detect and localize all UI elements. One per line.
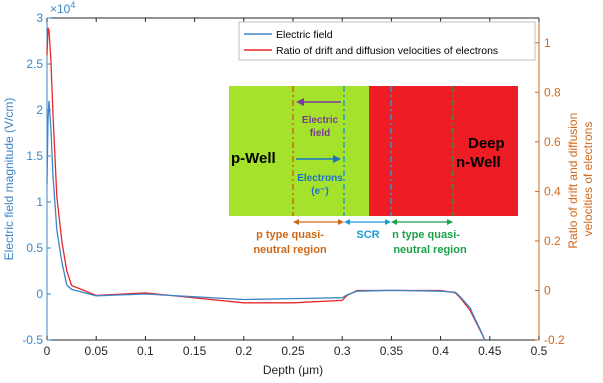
x-tick-label: 0.25: [281, 344, 305, 358]
left-y-tick-label: 1.5: [26, 149, 43, 163]
x-tick-label: 0.4: [432, 344, 449, 358]
pwell-label: p-Well: [231, 150, 276, 167]
x-tick-label: 0.5: [531, 344, 548, 358]
inset-diagram: p-Well Deep n-Well Electric field Electr…: [229, 86, 518, 256]
electron-arrowhead-icon: [333, 155, 341, 163]
electrons-label-line2: (e⁻): [311, 186, 329, 197]
left-y-tick-label: -0.5: [22, 333, 43, 347]
pwell-region: [229, 86, 369, 216]
left-y-tick-label: 0: [36, 287, 43, 301]
right-y-tick-label: -0.2: [544, 333, 565, 347]
exponent-base: ×10: [50, 2, 71, 16]
x-tick-label: 0.15: [183, 344, 207, 358]
p-region-label-line1: p type quasi-: [256, 229, 324, 241]
right-y-axis-label-line2: velocities of electrons: [581, 122, 595, 237]
p-span-right-head: [338, 219, 344, 225]
p-region-label-line2: neutral region: [253, 244, 327, 256]
scr-span-left-head: [344, 219, 350, 225]
right-y-tick-label: 1: [544, 36, 551, 50]
x-tick-label: 0.3: [334, 344, 351, 358]
left-y-tick-label: 0.5: [26, 241, 43, 255]
x-tick-label: 0.1: [137, 344, 154, 358]
series-line-ratio: [46, 27, 486, 341]
left-axis-exponent: ×104: [50, 0, 75, 16]
scr-span-right-head: [385, 219, 391, 225]
series-line-electric-field: [46, 100, 486, 341]
nwell-label-line2: n-Well: [456, 154, 501, 171]
n-span-left-head: [391, 219, 397, 225]
nwell-label-line1: Deep: [468, 135, 505, 152]
field-arrowhead-icon: [296, 98, 304, 106]
right-y-tick-label: 0.8: [544, 85, 561, 99]
left-y-tick-label: 2: [36, 103, 43, 117]
electrons-label-line1: Electrons: [297, 173, 343, 184]
legend-label-electric-field: Electric field: [276, 29, 333, 41]
right-y-tick-label: 0.2: [544, 234, 561, 248]
field-label-line1: Electric: [302, 115, 339, 126]
x-axis-label: Depth (μm): [263, 363, 323, 377]
left-y-axis-label: Electric field magnitude (V/cm): [2, 98, 16, 261]
x-tick-label: 0.2: [235, 344, 252, 358]
legend-label-ratio: Ratio of drift and diffusion velocities …: [276, 45, 498, 57]
right-y-axis-label: Ratio of drift and diffusion velocities …: [566, 109, 595, 248]
n-region-label-line2: neutral region: [393, 244, 467, 256]
n-region-label-line1: n type quasi-: [392, 229, 460, 241]
exponent-power: 4: [70, 0, 75, 10]
legend-box: [238, 21, 536, 61]
right-y-tick-label: 0.6: [544, 135, 561, 149]
right-y-tick-label: 0.4: [544, 184, 561, 198]
x-ticks: 0 0.05 0.1 0.15 0.2 0.25 0.3 0.35 0.4 0.45 0.5: [44, 18, 548, 358]
left-y-tick-label: 1: [36, 195, 43, 209]
x-tick-label: 0.05: [85, 344, 109, 358]
field-label-line2: field: [310, 128, 331, 139]
n-span-right-head: [447, 219, 453, 225]
x-tick-label: 0.35: [380, 344, 404, 358]
right-y-axis-label-line1: Ratio of drift and diffusion: [566, 113, 580, 249]
left-y-tick-label: 2.5: [26, 57, 43, 71]
p-span-left-head: [293, 219, 299, 225]
right-y-ticks: -0.2 0 0.2 0.4 0.6 0.8 1: [535, 36, 565, 347]
legend: Electric field Ratio of drift and diffus…: [238, 21, 536, 61]
left-y-ticks: -0.5 0 0.5 1 1.5 2 2.5 3: [22, 11, 51, 347]
left-y-tick-label: 3: [36, 11, 43, 25]
nwell-region: [369, 86, 518, 216]
right-y-tick-label: 0: [544, 283, 551, 297]
scr-label: SCR: [356, 229, 379, 241]
x-tick-label: 0.45: [478, 344, 502, 358]
x-tick-label: 0: [44, 344, 51, 358]
